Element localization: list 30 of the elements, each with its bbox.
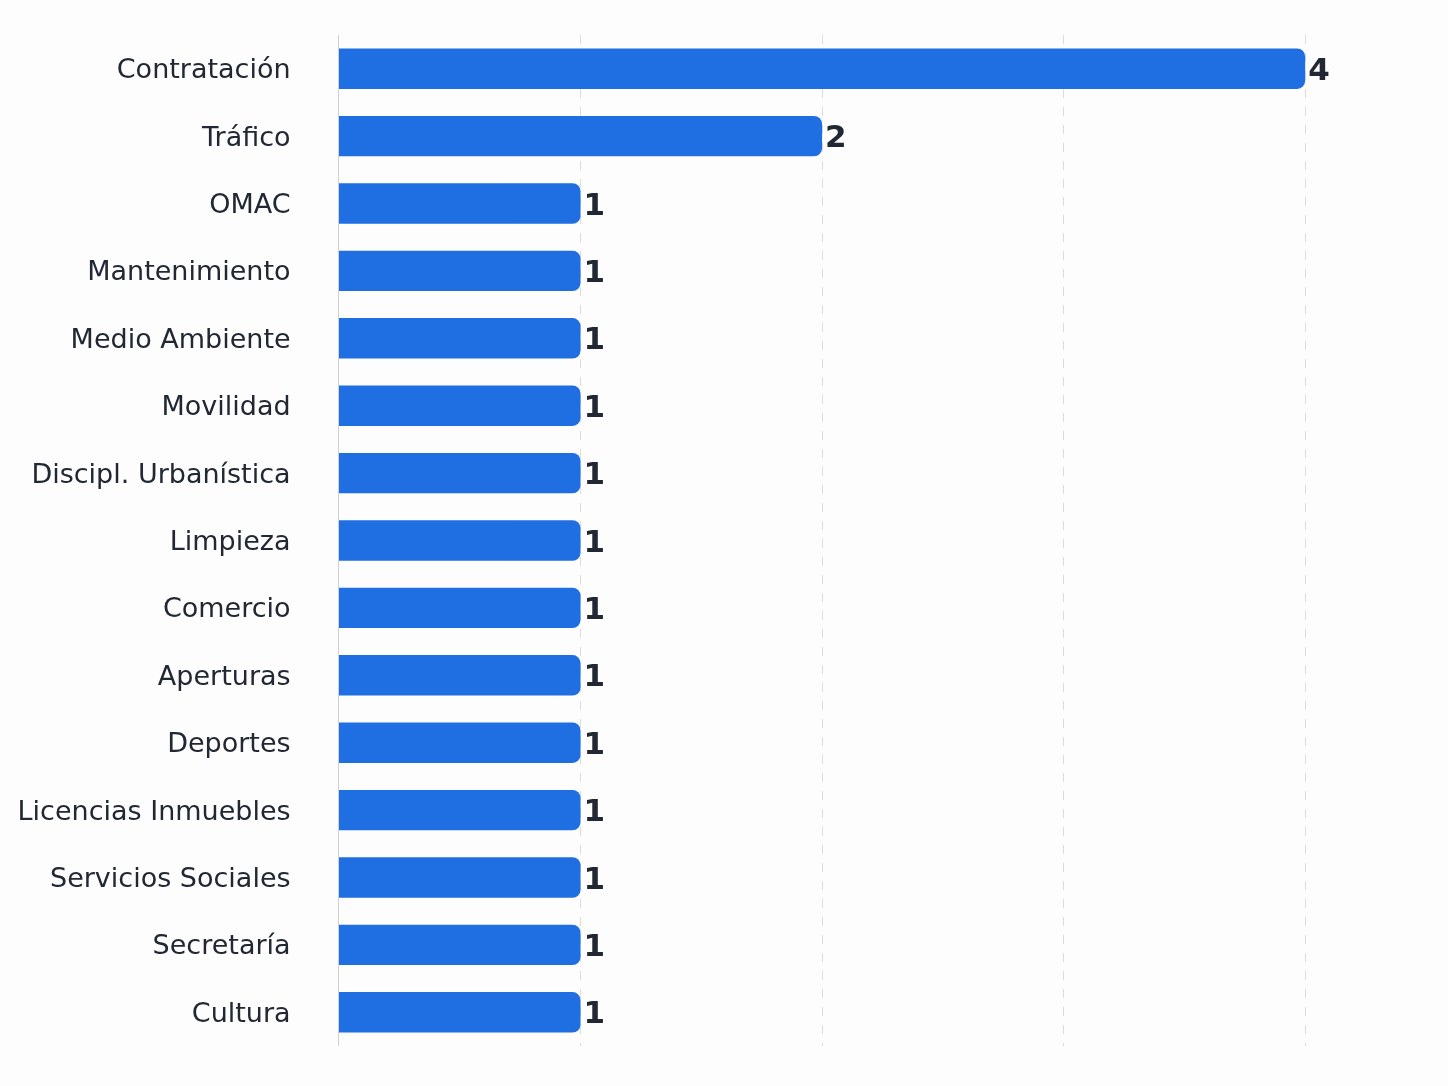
y-tick-label: Movilidad — [161, 390, 291, 422]
y-tick-label: Discipl. Urbanística — [31, 457, 291, 489]
data-label: 2 — [825, 118, 847, 155]
data-label: 1 — [583, 657, 606, 694]
data-label: 1 — [583, 252, 606, 289]
y-tick-label: Aperturas — [157, 659, 291, 691]
y-tick-label: Medio Ambiente — [70, 322, 291, 354]
y-tick-label: Mantenimiento — [87, 255, 291, 287]
data-label: 1 — [583, 859, 606, 896]
data-label: 1 — [583, 589, 606, 626]
y-tick-label: Licencias Inmuebles — [17, 794, 291, 826]
y-tick-label: Limpieza — [169, 524, 291, 556]
data-label: 1 — [583, 792, 606, 829]
y-tick-label: Comercio — [162, 592, 291, 624]
data-label: 1 — [583, 455, 606, 492]
y-tick-label: Cultura — [191, 996, 291, 1028]
data-label: 1 — [583, 926, 606, 963]
data-label: 1 — [583, 185, 606, 222]
data-label: 1 — [583, 387, 606, 424]
data-label: 1 — [583, 994, 606, 1031]
data-label: 1 — [583, 320, 606, 357]
y-tick-label: Deportes — [167, 727, 291, 759]
data-label: 4 — [1308, 50, 1330, 87]
y-tick-label: Tráfico — [201, 120, 291, 152]
data-label: 1 — [583, 724, 606, 761]
y-tick-label: OMAC — [209, 187, 291, 219]
data-label: 1 — [583, 522, 606, 559]
y-tick-label: Secretaría — [152, 929, 291, 961]
y-tick-label: Servicios Sociales — [50, 861, 291, 893]
y-tick-label: Contratación — [116, 53, 291, 85]
